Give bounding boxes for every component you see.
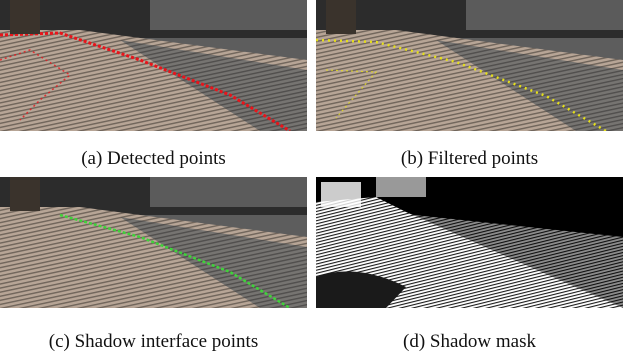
caption-d: (d) Shadow mask (403, 331, 536, 352)
caption-c: (c) Shadow interface points (48, 331, 259, 352)
caption-a: (a) Detected points (81, 148, 226, 169)
scene-image-c (0, 177, 307, 308)
shadow-interface-points-overlay (59, 213, 291, 308)
scene-image-b (316, 0, 623, 131)
shadow-mask-image (316, 177, 623, 308)
scene-image-a (0, 0, 307, 131)
panel-shadow-interface-points (0, 177, 307, 308)
caption-b: (b) Filtered points (400, 148, 539, 169)
panel-detected-points (0, 0, 307, 131)
panel-shadow-mask (316, 177, 623, 308)
panel-filtered-points (316, 0, 623, 131)
